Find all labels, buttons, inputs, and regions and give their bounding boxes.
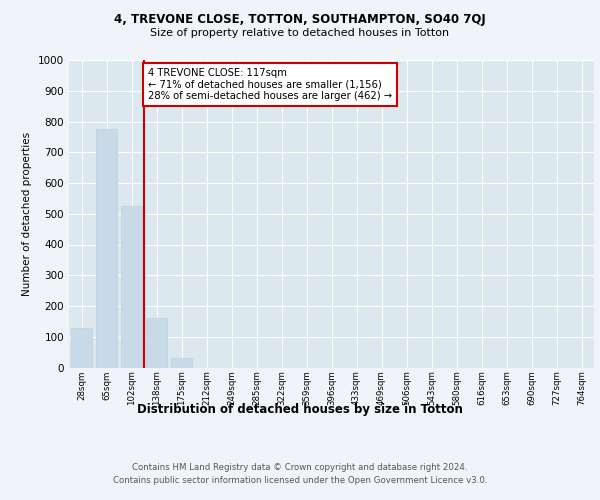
Bar	[121, 206, 142, 368]
Text: Contains public sector information licensed under the Open Government Licence v3: Contains public sector information licen…	[113, 476, 487, 485]
Text: Distribution of detached houses by size in Totton: Distribution of detached houses by size …	[137, 402, 463, 415]
Text: Size of property relative to detached houses in Totton: Size of property relative to detached ho…	[151, 28, 449, 38]
Text: 4, TREVONE CLOSE, TOTTON, SOUTHAMPTON, SO40 7QJ: 4, TREVONE CLOSE, TOTTON, SOUTHAMPTON, S…	[114, 12, 486, 26]
Bar	[71, 328, 92, 368]
Bar	[96, 129, 117, 368]
Bar	[146, 318, 167, 368]
Y-axis label: Number of detached properties: Number of detached properties	[22, 132, 32, 296]
Text: Contains HM Land Registry data © Crown copyright and database right 2024.: Contains HM Land Registry data © Crown c…	[132, 462, 468, 471]
Bar	[171, 358, 192, 368]
Text: 4 TREVONE CLOSE: 117sqm
← 71% of detached houses are smaller (1,156)
28% of semi: 4 TREVONE CLOSE: 117sqm ← 71% of detache…	[148, 68, 392, 101]
